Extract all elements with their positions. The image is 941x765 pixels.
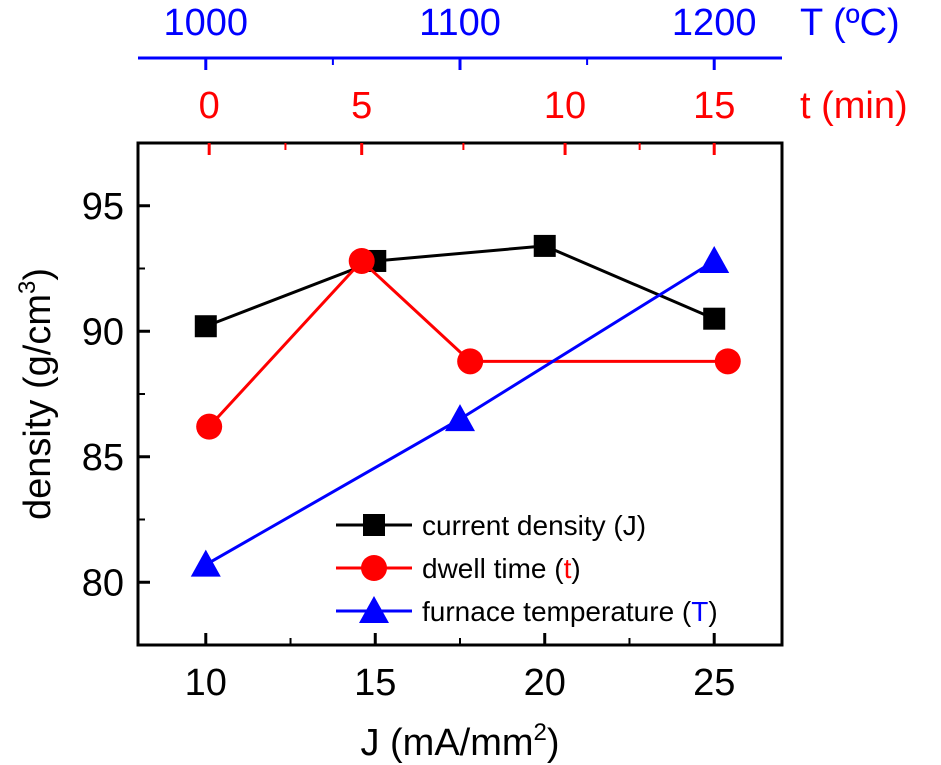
data-point-square bbox=[703, 307, 726, 330]
data-point-circle bbox=[196, 413, 223, 440]
x-axis-title: J (mA/mm2) bbox=[360, 719, 559, 764]
time-tick-label: 15 bbox=[693, 85, 735, 127]
legend-label-highlight: t bbox=[564, 553, 572, 584]
legend-entry: current density (J) bbox=[336, 510, 646, 541]
data-point-circle bbox=[457, 348, 484, 375]
x-axis-ticks: 10 15 20 25 bbox=[185, 633, 735, 704]
data-point-circle bbox=[714, 348, 741, 375]
y-tick-label: 90 bbox=[82, 311, 124, 353]
x-tick-label: 25 bbox=[693, 662, 735, 704]
time-tick-label: 0 bbox=[199, 85, 220, 127]
time-axis: t (min) bbox=[138, 85, 908, 145]
time-tick-label: 10 bbox=[544, 85, 586, 127]
y-tick-label: 85 bbox=[82, 437, 124, 479]
data-point-square bbox=[194, 315, 217, 338]
temperature-axis: T (ºC) bbox=[138, 2, 900, 60]
series-line bbox=[205, 244, 715, 328]
legend-label-highlight: T bbox=[691, 596, 708, 627]
legend-label: dwell time (t) bbox=[422, 553, 581, 584]
top-axes-ticks: 1000 1100 1200 0 5 10 15 bbox=[164, 2, 757, 155]
legend-label-text: furnace temperature ( bbox=[422, 596, 692, 627]
data-point-triangle bbox=[190, 549, 221, 577]
temperature-tick-label: 1100 bbox=[419, 2, 501, 44]
legend-label-text: current density (J) bbox=[422, 510, 646, 541]
data-series bbox=[190, 234, 741, 577]
legend-label-text: dwell time ( bbox=[422, 553, 564, 584]
legend-entry: dwell time (t) bbox=[336, 553, 581, 584]
data-point-circle bbox=[348, 247, 375, 274]
temperature-axis-title: T (ºC) bbox=[800, 2, 900, 44]
data-point-square bbox=[533, 234, 556, 257]
x-tick-label: 15 bbox=[354, 662, 396, 704]
data-point-triangle bbox=[699, 245, 730, 273]
x-tick-label: 10 bbox=[185, 662, 227, 704]
series-line bbox=[208, 258, 728, 428]
series-square bbox=[194, 234, 726, 338]
legend-label: current density (J) bbox=[422, 510, 646, 541]
legend-label-text: ) bbox=[708, 596, 717, 627]
legend-marker-triangle bbox=[359, 596, 389, 623]
legend-label: furnace temperature (T) bbox=[422, 596, 718, 627]
time-axis-title: t (min) bbox=[800, 85, 908, 127]
legend-marker-square bbox=[363, 514, 385, 536]
temperature-tick-label: 1000 bbox=[164, 2, 249, 44]
series-circle bbox=[196, 247, 741, 440]
x-tick-label: 20 bbox=[524, 662, 566, 704]
legend-entry: furnace temperature (T) bbox=[336, 596, 718, 627]
y-tick-label: 95 bbox=[82, 186, 124, 228]
time-tick-label: 5 bbox=[351, 85, 372, 127]
legend: current density (J)dwell time (t)furnace… bbox=[336, 510, 718, 627]
data-point-triangle bbox=[445, 404, 475, 432]
legend-label-text: ) bbox=[571, 553, 580, 584]
temperature-tick-label: 1200 bbox=[672, 2, 757, 44]
y-tick-label: 80 bbox=[82, 562, 124, 604]
y-axis-ticks: 80 85 90 95 bbox=[82, 186, 150, 604]
y-axis-title: density (g/cm3) bbox=[14, 268, 59, 520]
series-triangle bbox=[190, 245, 730, 577]
legend-marker-circle bbox=[361, 555, 387, 581]
